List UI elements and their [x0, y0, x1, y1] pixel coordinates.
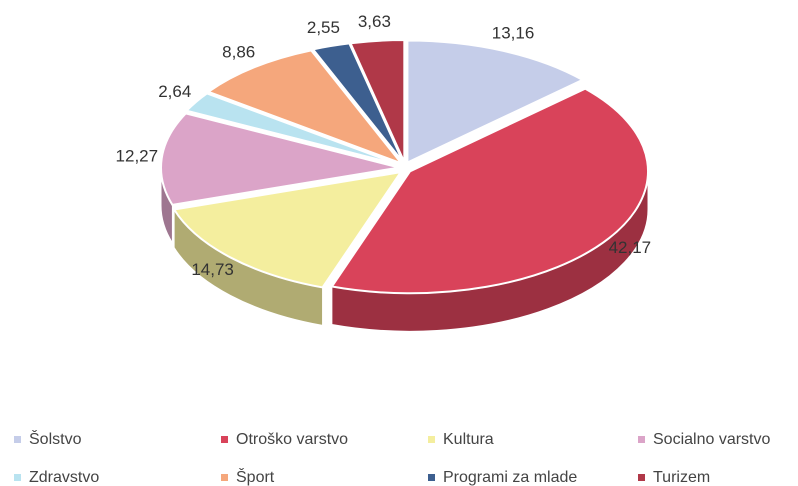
legend-label: Šport: [236, 467, 275, 486]
legend-marker: [428, 474, 435, 481]
data-label: 8,86: [222, 42, 255, 61]
legend-marker: [638, 436, 645, 443]
slice: [184, 92, 401, 166]
data-label: 12,27: [116, 147, 159, 166]
legend-marker: [221, 436, 228, 443]
slice: [406, 39, 585, 165]
data-label: 42,17: [609, 238, 652, 257]
legend-label: Kultura: [443, 431, 494, 448]
legend-marker: [14, 474, 21, 481]
slice: [206, 49, 405, 166]
legend-label: Zdravstvo: [29, 469, 99, 486]
slice: [172, 170, 403, 289]
legend-label: Turizem: [653, 469, 710, 486]
slice: [330, 87, 650, 295]
data-label: 14,73: [191, 260, 234, 279]
legend-marker: [221, 474, 228, 481]
legend-label: Socialno varstvo: [653, 431, 770, 448]
slice: [160, 112, 400, 206]
legend-marker: [14, 436, 21, 443]
slice: [349, 39, 406, 163]
data-label: 2,55: [307, 18, 340, 37]
data-label: 2,64: [158, 82, 191, 101]
legend-marker: [638, 474, 645, 481]
legend-label: Programi za mlade: [443, 469, 577, 486]
data-label: 13,16: [492, 23, 535, 42]
legend-label: Otroško varstvo: [236, 431, 348, 448]
legend-label: Šolstvo: [29, 429, 82, 448]
slice: [311, 42, 405, 163]
legend-marker: [428, 436, 435, 443]
data-label: 3,63: [358, 12, 391, 31]
